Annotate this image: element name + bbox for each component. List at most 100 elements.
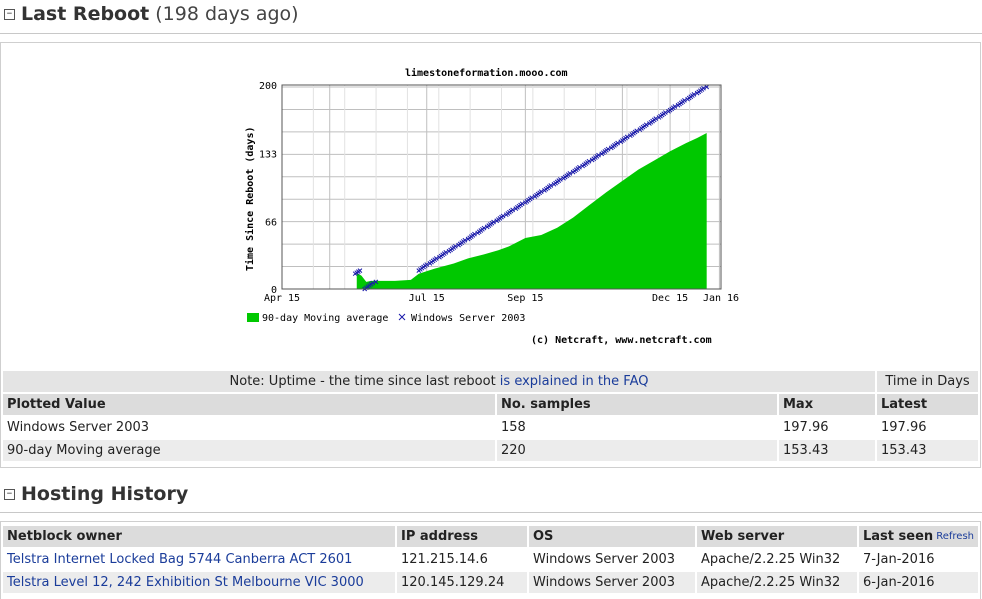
cell-latest: 153.43: [877, 440, 978, 461]
data-point-windows-server-2003: [557, 177, 563, 182]
data-point-windows-server-2003: [548, 183, 554, 188]
legend-label-moving-average: 90-day Moving average: [262, 313, 388, 324]
hosting-table: Netblock owner IP address OS Web server …: [1, 524, 980, 595]
reboot-panel: limestoneformation.mooo.com Time Since R…: [0, 42, 981, 468]
cell-samples: 158: [497, 417, 777, 438]
col-last-seen: Last seen Refresh: [859, 526, 978, 547]
data-point-windows-server-2003: [510, 207, 515, 213]
faq-link[interactable]: is explained in the FAQ: [499, 374, 649, 389]
cell-ip-address: 120.145.129.24: [397, 572, 527, 593]
data-point-windows-server-2003: [519, 201, 525, 207]
cell-web-server: Apache/2.2.25 Win32: [697, 549, 857, 570]
cell-plotted-value: Windows Server 2003: [3, 417, 495, 438]
data-point-windows-server-2003: [453, 243, 458, 249]
chart-title: limestoneformation.mooo.com: [405, 68, 568, 79]
legend-swatch-moving-average: [247, 313, 259, 322]
data-point-windows-server-2003: [567, 171, 573, 176]
uptime-chart: Time Since Reboot (days) 0 66 133 200 Apr 15…: [244, 81, 739, 324]
netblock-owner-link[interactable]: Telstra Level 12, 242 Exhibition St Melb…: [7, 575, 364, 590]
data-point-windows-server-2003: [672, 104, 678, 109]
uptime-note: Note: Uptime - the time since last reboo…: [3, 371, 875, 392]
cell-plotted-value: 90-day Moving average: [3, 440, 495, 461]
col-ip-address: IP address: [397, 526, 527, 547]
table-row: Windows Server 2003 158 197.96 197.96: [3, 417, 978, 438]
x-tick-label: Jul 15: [409, 293, 445, 304]
col-web-server: Web server: [697, 526, 857, 547]
x-tick-label: Sep 15: [507, 293, 543, 304]
table-row: 90-day Moving average 220 153.43 153.43: [3, 440, 978, 461]
table-row: Telstra Internet Locked Bag 5744 Canberr…: [3, 549, 978, 570]
x-tick-label: Apr 15: [264, 293, 300, 304]
x-tick-label: Dec 15: [652, 293, 688, 304]
cell-latest: 197.96: [877, 417, 978, 438]
cell-max: 197.96: [779, 417, 875, 438]
data-point-windows-server-2003: [357, 268, 363, 273]
data-point-windows-server-2003: [491, 219, 496, 225]
reboot-title: Last Reboot: [21, 3, 150, 25]
time-in-days-header: Time in Days: [877, 371, 978, 392]
data-point-windows-server-2003: [577, 164, 582, 170]
data-point-windows-server-2003: [701, 85, 706, 91]
chart-copyright: (c) Netcraft, www.netcraft.com: [531, 335, 712, 346]
col-plotted-value: Plotted Value: [3, 394, 495, 415]
y-axis-label: Time Since Reboot (days): [244, 127, 256, 272]
data-point-windows-server-2003: [462, 237, 468, 243]
data-point-windows-server-2003: [634, 128, 640, 134]
col-max: Max: [779, 394, 875, 415]
data-point-windows-server-2003: [605, 146, 611, 152]
data-point-windows-server-2003: [624, 134, 630, 140]
hosting-title: Hosting History: [21, 483, 189, 505]
data-point-windows-server-2003: [373, 279, 379, 285]
section-divider: [0, 33, 982, 34]
cell-max: 153.43: [779, 440, 875, 461]
cell-os: Windows Server 2003: [529, 549, 695, 570]
data-point-windows-server-2003: [538, 189, 544, 194]
legend-marker-windows-server-2003: [398, 313, 406, 321]
netblock-owner-link[interactable]: Telstra Internet Locked Bag 5744 Canberr…: [7, 552, 353, 567]
col-netblock-owner: Netblock owner: [3, 526, 395, 547]
stats-table: Note: Uptime - the time since last reboo…: [1, 369, 980, 463]
cell-ip-address: 121.215.14.6: [397, 549, 527, 570]
data-point-windows-server-2003: [529, 195, 535, 201]
refresh-link[interactable]: Refresh: [936, 531, 974, 542]
data-point-windows-server-2003: [586, 158, 592, 164]
data-point-windows-server-2003: [691, 91, 697, 97]
collapse-icon[interactable]: −: [4, 8, 15, 20]
data-point-windows-server-2003: [500, 213, 506, 219]
x-tick-label: Jan 16: [703, 293, 739, 304]
reboot-section-header: − Last Reboot (198 days ago): [4, 3, 299, 25]
reboot-subtitle: (198 days ago): [155, 3, 299, 25]
col-latest: Latest: [877, 394, 978, 415]
data-point-windows-server-2003: [481, 225, 487, 231]
data-point-windows-server-2003: [443, 250, 449, 255]
series-moving-average-area: [356, 132, 707, 289]
data-point-windows-server-2003: [596, 152, 601, 158]
data-point-windows-server-2003: [433, 256, 439, 261]
collapse-icon[interactable]: −: [4, 488, 15, 500]
data-point-windows-server-2003: [424, 262, 430, 267]
section-divider: [0, 512, 982, 513]
cell-last-seen: 7-Jan-2016: [859, 549, 978, 570]
col-os: OS: [529, 526, 695, 547]
y-tick-label: 66: [265, 218, 277, 229]
hosting-panel: Netblock owner IP address OS Web server …: [0, 521, 981, 599]
data-point-windows-server-2003: [472, 231, 477, 237]
y-tick-label: 200: [259, 81, 277, 92]
data-point-windows-server-2003: [370, 280, 376, 286]
data-point-windows-server-2003: [704, 84, 710, 90]
cell-os: Windows Server 2003: [529, 572, 695, 593]
legend-label-windows-server-2003: Windows Server 2003: [411, 313, 525, 324]
data-point-windows-server-2003: [615, 140, 620, 146]
cell-web-server: Apache/2.2.25 Win32: [697, 572, 857, 593]
hosting-section-header: − Hosting History: [4, 483, 188, 505]
data-point-windows-server-2003: [653, 116, 659, 122]
data-point-windows-server-2003: [643, 122, 649, 128]
cell-last-seen: 6-Jan-2016: [859, 572, 978, 593]
y-tick-label: 133: [259, 149, 277, 160]
col-samples: No. samples: [497, 394, 777, 415]
data-point-windows-server-2003: [662, 110, 668, 115]
cell-samples: 220: [497, 440, 777, 461]
y-tick-label: 0: [271, 285, 277, 296]
plot-frame: [281, 84, 722, 290]
data-point-windows-server-2003: [682, 98, 687, 103]
